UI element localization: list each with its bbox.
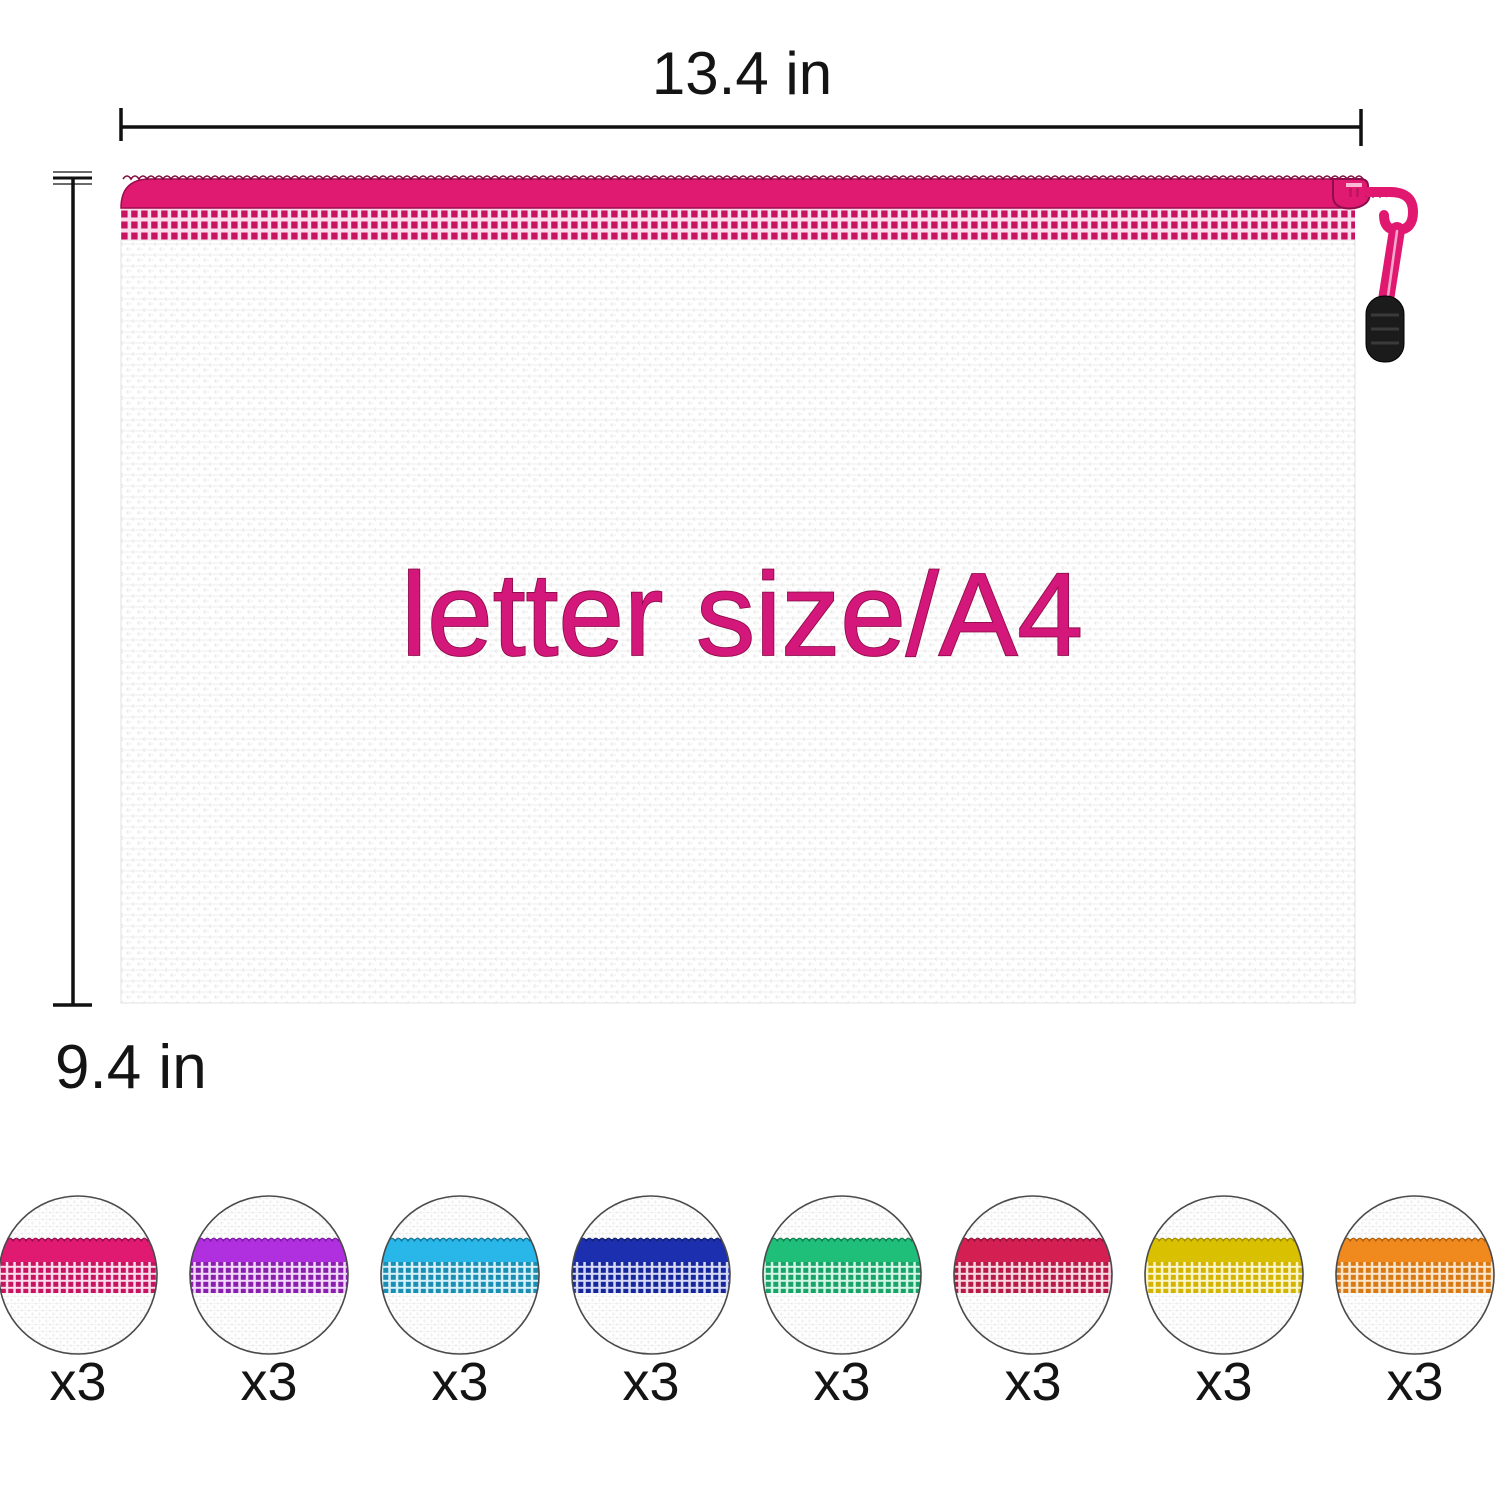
svg-text:x3: x3 <box>240 1352 297 1412</box>
svg-text:x3: x3 <box>1386 1352 1443 1412</box>
svg-text:x3: x3 <box>1195 1352 1252 1412</box>
svg-text:x3: x3 <box>813 1352 870 1412</box>
svg-text:letter size/A4: letter size/A4 <box>401 549 1083 681</box>
svg-text:9.4 in: 9.4 in <box>55 1033 207 1102</box>
svg-text:x3: x3 <box>49 1352 106 1412</box>
svg-text:x3: x3 <box>1004 1352 1061 1412</box>
svg-text:x3: x3 <box>431 1352 488 1412</box>
svg-text:x3: x3 <box>622 1352 679 1412</box>
svg-text:13.4 in: 13.4 in <box>652 40 832 107</box>
